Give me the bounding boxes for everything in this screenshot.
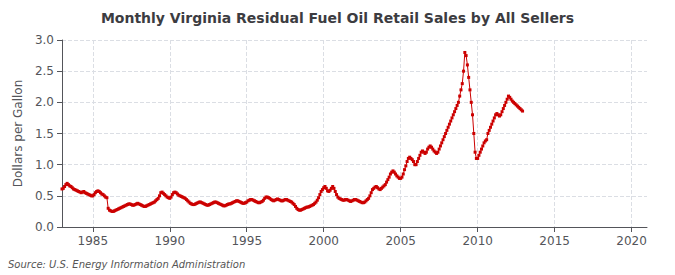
svg-text:0.0: 0.0	[35, 220, 54, 234]
svg-text:2005: 2005	[385, 234, 416, 248]
svg-text:0.5: 0.5	[35, 189, 54, 203]
svg-text:1.5: 1.5	[35, 127, 54, 141]
svg-text:2010: 2010	[462, 234, 493, 248]
svg-text:Monthly Virginia Residual Fuel: Monthly Virginia Residual Fuel Oil Retai…	[101, 10, 574, 26]
svg-text:1995: 1995	[231, 234, 262, 248]
svg-text:2.0: 2.0	[35, 95, 54, 109]
svg-text:2020: 2020	[616, 234, 647, 248]
svg-text:1.0: 1.0	[35, 158, 54, 172]
svg-text:3.0: 3.0	[35, 33, 54, 47]
svg-text:2000: 2000	[308, 234, 339, 248]
svg-text:1985: 1985	[78, 234, 109, 248]
svg-text:2015: 2015	[539, 234, 570, 248]
svg-text:Dollars per Gallon: Dollars per Gallon	[11, 80, 25, 188]
svg-text:1990: 1990	[154, 234, 185, 248]
svg-text:Source: U.S. Energy Informatio: Source: U.S. Energy Information Administ…	[8, 259, 245, 270]
svg-text:2.5: 2.5	[35, 64, 54, 78]
